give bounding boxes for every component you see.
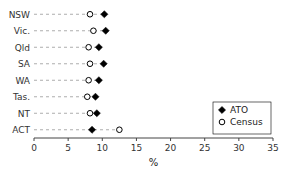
y-tick-label: Qld (15, 43, 30, 53)
plot-area (34, 11, 122, 134)
legend-label: ATO (230, 105, 248, 115)
point (87, 110, 93, 116)
x-tick-label: 30 (233, 143, 245, 153)
point (84, 94, 90, 100)
y-tick-label: ACT (12, 125, 30, 135)
point (101, 11, 108, 18)
point (102, 27, 109, 34)
legend-frame (213, 102, 271, 134)
x-tick-label: 20 (165, 143, 177, 153)
point (86, 44, 92, 50)
point (92, 93, 99, 100)
legend: ATO Census (213, 102, 271, 134)
x-tick-label: 5 (65, 143, 71, 153)
legend-marker (218, 106, 225, 113)
point (100, 60, 107, 67)
y-tick-label: Vic. (14, 26, 30, 36)
point (87, 61, 93, 67)
x-axis-line (34, 138, 273, 139)
guide-line (34, 129, 119, 130)
x-tick (238, 138, 239, 141)
y-tick-label: Tas. (12, 92, 30, 102)
point (95, 77, 102, 84)
legend-marker (219, 119, 225, 125)
x-tick (136, 138, 137, 141)
x-tick-label: 25 (199, 143, 210, 153)
y-tick-label: SA (18, 59, 31, 69)
x-tick (204, 138, 205, 141)
x-axis-label: % (149, 157, 159, 168)
guide-line (34, 14, 104, 15)
x-tick (102, 138, 103, 141)
x-tick (273, 138, 274, 141)
legend-label: Census (230, 117, 263, 127)
point (88, 126, 95, 133)
y-tick-label: NT (18, 109, 31, 119)
point (95, 44, 102, 51)
x-tick-label: 15 (131, 143, 142, 153)
chart: 0 5 10 15 20 25 30 35% NSW Vic. Qld SA WA Tas. NT ACT AT… (0, 0, 283, 170)
x-tick-label: 0 (31, 143, 37, 153)
point (91, 28, 97, 34)
point (117, 127, 123, 133)
point (86, 77, 92, 83)
x-tick (68, 138, 69, 141)
x-tick (170, 138, 171, 141)
x-tick-label: 10 (97, 143, 109, 153)
y-tick-label: WA (15, 76, 30, 86)
y-tick-label: NSW (9, 10, 30, 20)
x-tick-label: 35 (267, 143, 278, 153)
x-tick (34, 138, 35, 141)
point (93, 110, 100, 117)
point (87, 11, 93, 17)
